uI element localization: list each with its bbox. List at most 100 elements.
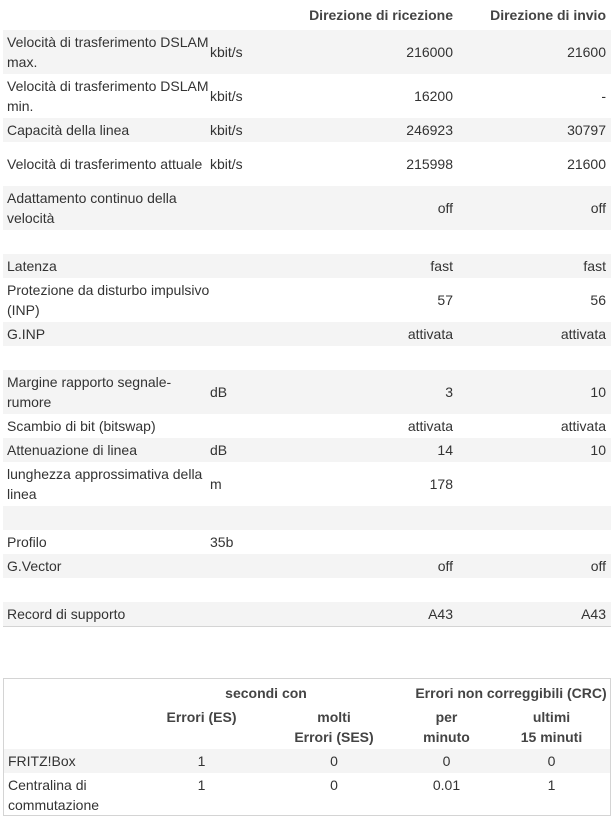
row-send-value: 30797 (567, 122, 606, 138)
row-send-value (463, 578, 606, 602)
row-receive-value: 14 (437, 442, 453, 458)
error-row-ses: 0 (330, 753, 338, 769)
error-row-label: Centralina di commutazione (8, 777, 100, 813)
row-label: Profilo (7, 534, 47, 550)
row-send-value: 10 (590, 384, 606, 400)
table-row: Adattamento continuo della velocità off of… (3, 186, 611, 230)
error-row-exchange: Centralina di commutazione 1 0 0.01 1 (4, 773, 610, 815)
header-last-15-line1: ultimi (532, 709, 571, 725)
row-label: G.Vector (7, 558, 62, 574)
row-receive-value: 216000 (406, 44, 453, 60)
row-receive-value (243, 230, 453, 254)
table-row: Record di supporto A43 A43 (3, 602, 611, 626)
row-receive-value: attivata (407, 418, 453, 434)
header-receive-direction: Direzione di ricezione (309, 7, 453, 23)
row-send-value (463, 530, 606, 554)
row-unit: dB (210, 442, 228, 458)
row-receive-value: off (437, 200, 453, 216)
row-receive-value: fast (430, 258, 453, 274)
row-label (7, 346, 212, 370)
header-uncorrectable-errors: Errori non correggibili (CRC) (415, 685, 607, 701)
row-send-value (463, 506, 606, 530)
error-row-label: FRITZ!Box (8, 753, 76, 769)
table-row: Profilo 35b (3, 530, 611, 554)
row-label: Margine rapporto segnale-rumore (7, 374, 172, 410)
header-ses-line1: molti (317, 709, 351, 725)
error-row-last-15: 0 (547, 753, 556, 769)
row-unit: kbit/s (210, 156, 243, 172)
row-label: lunghezza approssimativa della linea (7, 466, 203, 502)
table-row: Velocità di trasferimento attuale kbit/s 2… (3, 142, 611, 186)
row-receive-value (243, 578, 453, 602)
row-label: Record di supporto (7, 606, 126, 622)
row-send-value: 56 (590, 292, 606, 308)
row-unit: kbit/s (210, 44, 243, 60)
table-row (3, 578, 611, 602)
row-receive-value (243, 346, 453, 370)
row-send-value (463, 462, 606, 506)
row-label (7, 578, 212, 602)
error-row-es: 1 (197, 753, 206, 769)
row-send-value: off (590, 558, 606, 574)
row-label: Attenuazione di linea (7, 442, 137, 458)
error-row-ses: 0 (330, 777, 338, 793)
table-row: G.Vector off off (3, 554, 611, 578)
row-label: Capacità della linea (7, 122, 130, 138)
row-receive-value: attivata (407, 326, 453, 342)
table-row: Latenza fast fast (3, 254, 611, 278)
row-receive-value: 3 (445, 384, 453, 400)
row-label: Velocità di trasferimento DSLAM min. (7, 78, 209, 114)
row-send-value (463, 230, 606, 254)
table-row: Margine rapporto segnale-rumore dB 3 10 (3, 370, 611, 414)
error-stats-table: secondi con Errori non correggibili (CRC… (3, 678, 611, 816)
row-label: Velocità di trasferimento attuale (7, 156, 203, 172)
table-row: Capacità della linea kbit/s 246923 30797 (3, 118, 611, 142)
row-send-value: 21600 (567, 44, 606, 60)
header-last-15-line2: 15 minuti (520, 729, 583, 745)
row-label: Latenza (7, 258, 57, 274)
error-row-last-15: 1 (547, 777, 556, 793)
row-label: Adattamento continuo della velocità (7, 190, 177, 226)
error-row-per-minute: 0 (442, 753, 451, 769)
table-row: Scambio di bit (bitswap) attivata attivata (3, 414, 611, 438)
row-receive-value: 246923 (406, 122, 453, 138)
table-row: G.INP attivata attivata (3, 322, 611, 346)
row-send-value: A43 (581, 606, 606, 622)
row-receive-value (243, 530, 453, 554)
table-row: Attenuazione di linea dB 14 10 (3, 438, 611, 462)
row-receive-value: 215998 (406, 156, 453, 172)
header-per-minute-line2: minuto (423, 729, 470, 745)
row-label: G.INP (7, 326, 46, 342)
table-body: Velocità di trasferimento DSLAM max. kbit… (3, 30, 611, 626)
header-per-minute-line1: per (435, 709, 458, 725)
row-receive-value: A43 (428, 606, 453, 622)
row-label (7, 506, 212, 530)
header-errors-es: Errori (ES) (166, 709, 237, 725)
table-row (3, 230, 611, 254)
row-send-value: attivata (560, 326, 606, 342)
header-send-direction: Direzione di invio (490, 7, 606, 23)
row-receive-value: 16200 (414, 88, 453, 104)
row-label: Scambio di bit (bitswap) (7, 418, 156, 434)
row-send-value: 21600 (567, 156, 606, 172)
error-row-es: 1 (197, 777, 206, 793)
row-send-value: attivata (560, 418, 606, 434)
row-label (7, 230, 212, 254)
row-unit: kbit/s (210, 88, 243, 104)
table-row (3, 346, 611, 370)
table-row: Protezione da disturbo impulsivo (INP) 57… (3, 278, 611, 322)
header-seconds-with: secondi con (225, 685, 307, 701)
table-row: lunghezza approssimativa della linea m 178 (3, 462, 611, 506)
row-unit: dB (210, 384, 228, 400)
dsl-info-table: Direzione di ricezione Direzione di invi… (3, 0, 611, 627)
row-receive-value: 178 (429, 476, 453, 492)
row-unit: 35b (210, 534, 234, 550)
row-unit: kbit/s (210, 122, 243, 138)
row-unit: m (210, 476, 222, 492)
table-row (3, 506, 611, 530)
row-send-value: 10 (590, 442, 606, 458)
row-receive-value: off (437, 558, 453, 574)
row-label: Velocità di trasferimento DSLAM max. (7, 34, 209, 70)
row-receive-value: 57 (437, 292, 453, 308)
row-receive-value (243, 506, 453, 530)
